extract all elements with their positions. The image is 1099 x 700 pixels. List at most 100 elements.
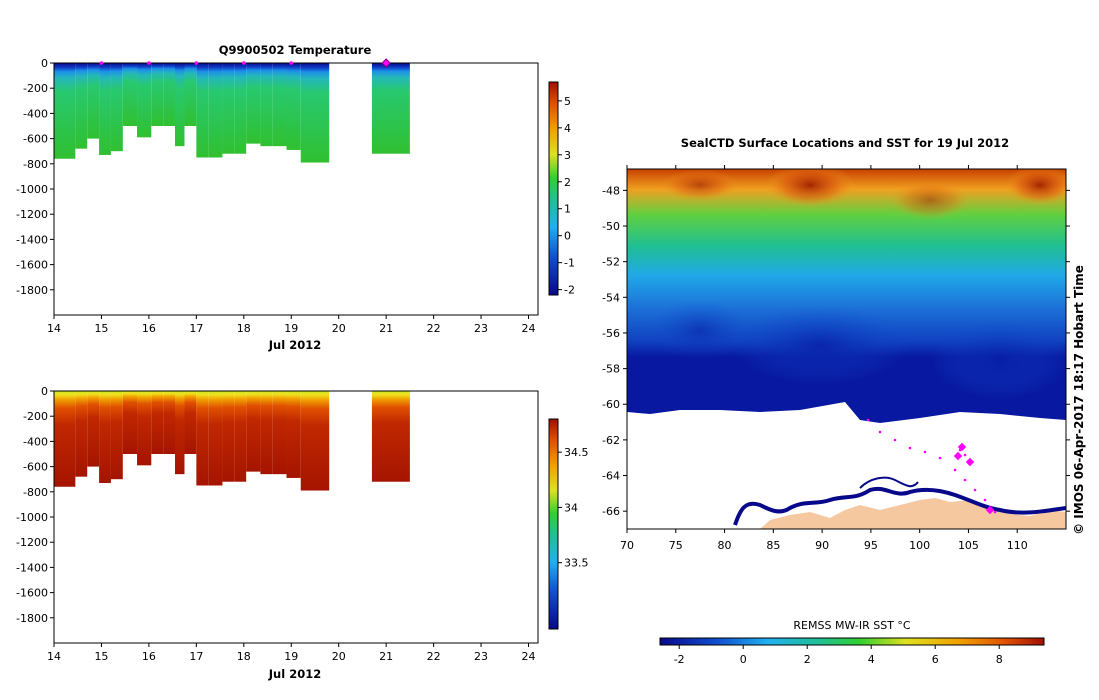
salinity-time-axis: 14 15 16 17 18 19 20 21 22 23 24 [47, 643, 536, 663]
profile-column [286, 63, 301, 150]
profile-column [286, 391, 301, 478]
profile-column [110, 391, 123, 480]
profile-marker [194, 61, 199, 65]
profile-marker [242, 61, 246, 65]
profile-column [75, 63, 88, 149]
y-tick-label: -1600 [16, 587, 48, 600]
lon-tick-label: 70 [620, 539, 634, 552]
profile-column [163, 391, 175, 454]
sst-map-title: SealCTD Surface Locations and SST for 19… [681, 136, 1009, 150]
salinity-section-plot: 0 -200 -400 -600 -800 -1000 -1200 -1400 -1600 -18… [16, 385, 588, 681]
x-tick-label: 17 [189, 322, 203, 335]
warm-patch [1005, 169, 1066, 205]
profile-column [222, 391, 235, 482]
lon-tick-label: 105 [958, 539, 979, 552]
x-tick-label: 16 [142, 650, 156, 663]
track-point [866, 418, 870, 422]
colorbar-tick-label: 1 [564, 203, 571, 216]
sst-colorbar-tick-label: 6 [932, 653, 939, 666]
lon-tick-label: 95 [864, 539, 878, 552]
salinity-colorbar [548, 418, 559, 630]
track-point [878, 430, 882, 434]
sst-colorbar-label: REMSS MW-IR SST °C [793, 619, 911, 632]
colorbar-tick-label: 2 [564, 176, 571, 189]
temperature-plot-title: Q9900502 Temperature [219, 43, 372, 57]
x-tick-label: 20 [332, 650, 346, 663]
x-tick-label: 21 [379, 650, 393, 663]
y-tick-label: -800 [23, 158, 48, 171]
x-tick-label: 23 [474, 322, 488, 335]
track-highlight [957, 442, 967, 452]
cold-patch [930, 320, 1066, 400]
y-tick-label: -1000 [16, 183, 48, 196]
current-profile-marker [381, 58, 391, 68]
profile-column [175, 63, 185, 147]
x-tick-label: 18 [237, 322, 251, 335]
x-tick-label: 15 [94, 322, 108, 335]
track-point [893, 438, 897, 442]
y-tick-label: -600 [23, 461, 48, 474]
x-tick-label: 15 [94, 650, 108, 663]
colorbar-tick-label: -1 [564, 257, 575, 270]
y-tick-label: 0 [41, 57, 48, 70]
salinity-depth-axis: 0 -200 -400 -600 -800 -1000 -1200 -1400 -1600 -18… [16, 385, 54, 625]
sst-colorbar-tick-label: 2 [804, 653, 811, 666]
profile-column [260, 63, 273, 147]
lon-tick-label: 80 [718, 539, 732, 552]
lon-tick-label: 75 [669, 539, 683, 552]
colorbar-tick-label: 34.5 [564, 446, 589, 459]
x-tick-label: 18 [237, 650, 251, 663]
profile-column [234, 391, 247, 482]
track-point [963, 453, 967, 457]
sst-colorbar-tick-label: 4 [868, 653, 875, 666]
y-tick-label: -1200 [16, 536, 48, 549]
sst-colorbar-ticks: -2 0 2 4 6 8 [674, 645, 1003, 666]
colorbar-tick-label: -2 [564, 284, 575, 297]
y-tick-label: -1200 [16, 208, 48, 221]
profile-column [137, 391, 152, 466]
lat-tick-label: -56 [602, 327, 620, 340]
lat-tick-label: -62 [602, 434, 620, 447]
x-tick-label: 14 [47, 322, 61, 335]
profile-column [75, 391, 88, 477]
track-point [923, 450, 927, 454]
profile-marker [289, 61, 294, 65]
profile-column [300, 63, 330, 163]
profile-column [151, 63, 164, 126]
y-tick-label: -1400 [16, 561, 48, 574]
warm-patch [765, 169, 855, 207]
colorbar-tick-label: 34 [564, 501, 578, 514]
track-point [908, 446, 912, 450]
profile-column [222, 63, 235, 154]
profile-marker [147, 61, 151, 65]
x-tick-label: 22 [427, 322, 441, 335]
colorbar-tick-label: 0 [564, 230, 571, 243]
y-tick-label: -1800 [16, 612, 48, 625]
track-point [953, 468, 957, 472]
y-tick-label: -1800 [16, 284, 48, 297]
profile-column [122, 391, 138, 454]
track-highlight [985, 505, 995, 515]
x-tick-label: 19 [284, 322, 298, 335]
x-tick-label: 24 [522, 650, 536, 663]
track-point [938, 456, 942, 460]
sst-colorbar-tick-label: 0 [740, 653, 747, 666]
lon-tick-label: 85 [766, 539, 780, 552]
profile-column [208, 391, 223, 486]
salinity-x-label: Jul 2012 [268, 667, 321, 681]
profile-column [260, 391, 273, 475]
profile-column [196, 391, 209, 486]
profile-column [246, 391, 261, 472]
copyright-label: © IMOS 06-Apr-2017 18:17 Hobart Time [1072, 265, 1086, 535]
y-tick-label: -200 [23, 82, 48, 95]
x-tick-label: 20 [332, 322, 346, 335]
y-tick-label: 0 [41, 385, 48, 398]
profile-column [87, 63, 100, 139]
profile-column [272, 63, 287, 147]
warm-patch [660, 169, 740, 201]
y-tick-label: -1000 [16, 511, 48, 524]
temperature-x-label: Jul 2012 [268, 338, 321, 352]
cold-patch [730, 305, 910, 385]
sst-latitude-axis: -48 -50 -52 -54 -56 -58 -60 -62 -64 -66 [602, 184, 1070, 518]
